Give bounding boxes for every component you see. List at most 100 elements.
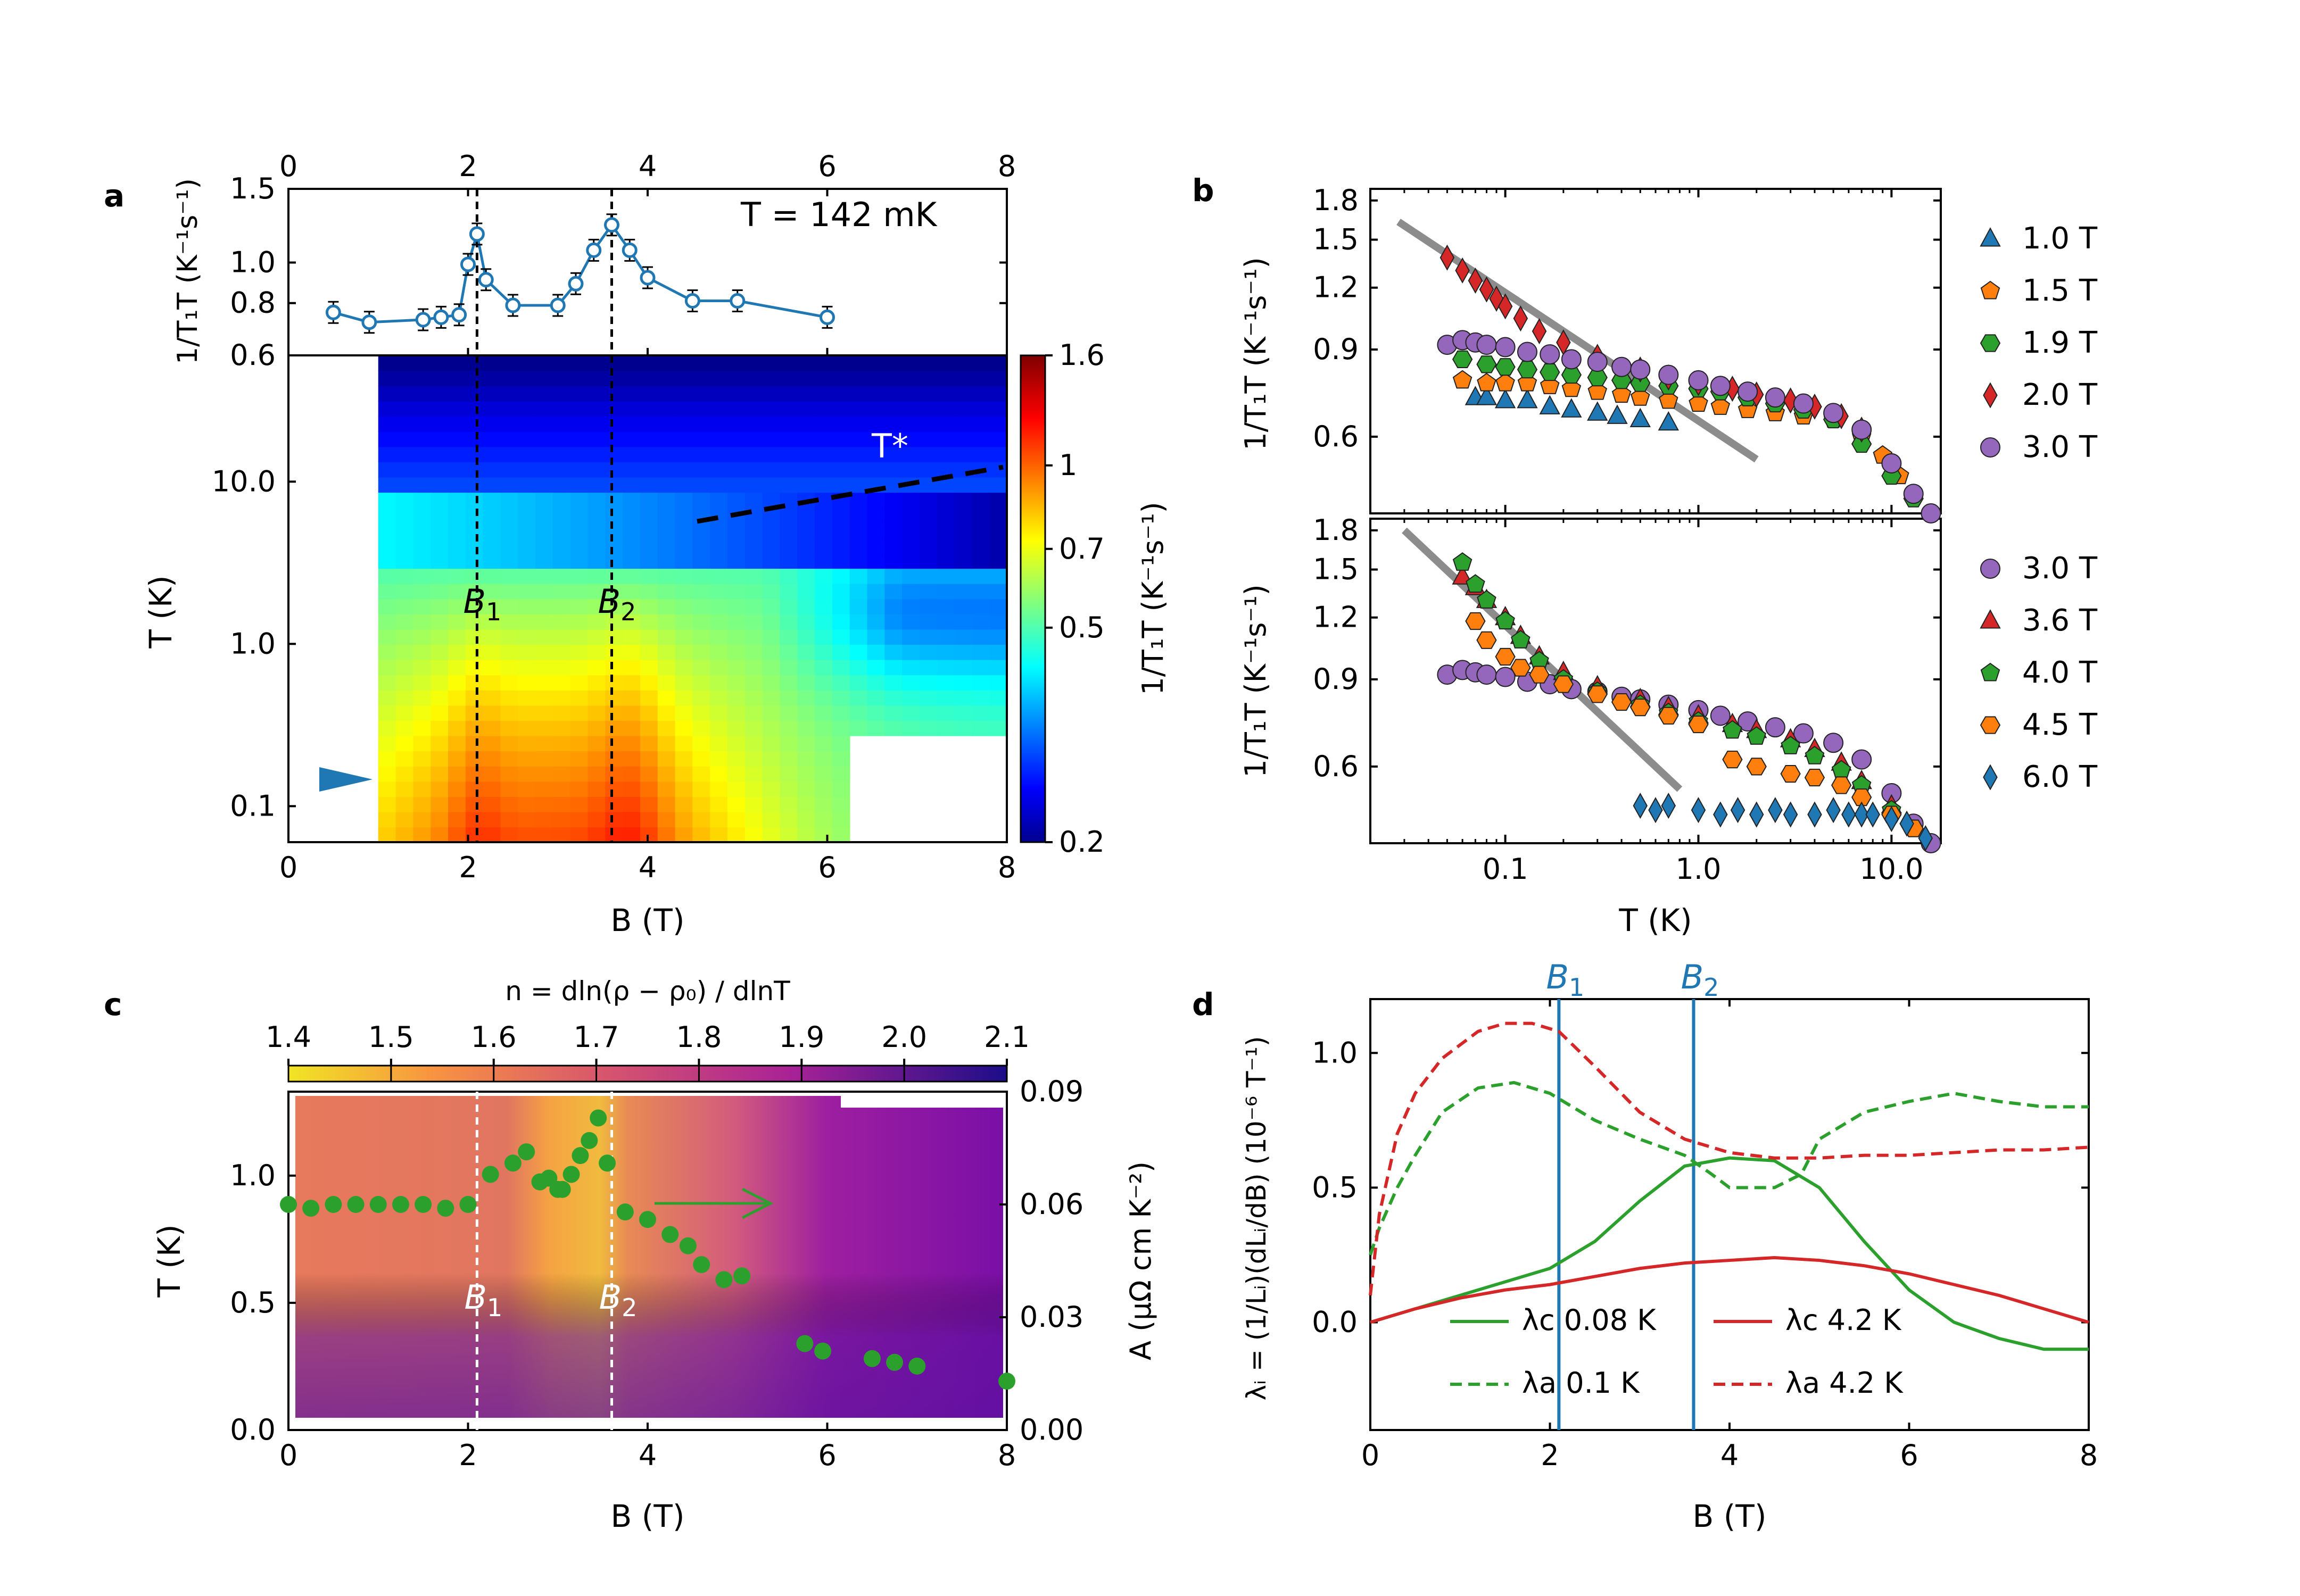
a-heatmap-cell	[535, 675, 553, 691]
a-heatmap-cell	[378, 462, 396, 478]
a-heatmap-cell	[815, 477, 833, 493]
a-heatmap-cell	[431, 751, 449, 767]
a-heatmap-cell	[657, 766, 676, 782]
a-heatmap-cell	[465, 583, 484, 600]
b-marker-circle	[1587, 352, 1608, 372]
a-heatmap-cell	[692, 659, 710, 676]
b-marker-hexagon	[1529, 666, 1550, 684]
a-heatmap-cell	[727, 675, 746, 691]
a-heatmap-cell	[972, 492, 990, 508]
b-marker-circle	[1710, 705, 1731, 726]
a-heatmap-cell	[413, 431, 431, 447]
a-heatmap-cell	[937, 355, 955, 371]
a-heatmap-cell	[500, 522, 519, 538]
a-heatmap-cell	[675, 416, 693, 432]
a-heatmap-cell	[710, 827, 728, 842]
a-heatmap-cell	[465, 553, 484, 569]
b-legend-label: 4.0 T	[2022, 655, 2098, 690]
a-heatmap-cell	[588, 690, 606, 706]
a-heatmap-cell	[465, 431, 484, 447]
a-heatmap-cell	[867, 614, 886, 630]
a-heatmap-cell	[500, 462, 519, 478]
a-heatmap-cell	[500, 827, 519, 842]
a-heatmap-cell	[902, 720, 920, 736]
a-heatmap-cell	[780, 720, 798, 736]
a-heatmap-cell	[989, 446, 1007, 462]
a-heatmap-cell	[378, 507, 396, 523]
a-heatmap-cell	[552, 796, 571, 812]
b-marker-triangle	[1494, 388, 1516, 409]
a-heatmap-cell	[500, 568, 519, 584]
a-heatmap-cell	[465, 614, 484, 630]
a-heatmap-cell	[395, 751, 414, 767]
a-heatmap-cell	[378, 735, 396, 752]
a-heatmap-cell	[378, 751, 396, 767]
a-heatmap-cell	[623, 492, 641, 508]
a-heatmap-cell	[570, 629, 589, 645]
a-heatmap-cell	[675, 751, 693, 767]
a-heatmap-cell	[815, 568, 833, 584]
a-heatmap-cell	[954, 355, 973, 371]
a-heatmap-cell	[535, 431, 553, 447]
a-heatmap-cell	[849, 386, 868, 402]
a-heatmap-cell	[919, 659, 938, 676]
a-heatmap-cell	[780, 401, 798, 417]
a-heatmap-cell	[657, 583, 676, 600]
a-heatmap-cell	[465, 416, 484, 432]
c-colorbar-tick-label: 2.0	[881, 1020, 927, 1054]
a-heatmap-cell	[727, 386, 746, 402]
a-heatmap-cell	[657, 522, 676, 538]
a-heatmap-cell	[535, 811, 553, 828]
a-heatmap-cell	[710, 538, 728, 554]
a-heatmap-cell	[378, 370, 396, 386]
a-heatmap-cell	[413, 370, 431, 386]
a-heatmap-cell	[518, 477, 536, 493]
a-heatmap-cell	[535, 614, 553, 630]
d-y-tick-label: 1.0	[1312, 1036, 1358, 1069]
a-heatmap-cell	[727, 827, 746, 842]
a-heatmap-cell	[815, 538, 833, 554]
a-heatmap-cell	[762, 416, 781, 432]
a-heatmap-cell	[413, 355, 431, 371]
a-heatmap-cell	[972, 644, 990, 660]
a-heatmap-cell	[744, 735, 763, 752]
a-heatmap-cell	[657, 431, 676, 447]
a-heatmap-cell	[902, 446, 920, 462]
a-heatmap-cell	[605, 355, 623, 371]
a-top-point	[478, 272, 494, 288]
a-heatmap-cell	[744, 538, 763, 554]
panel-c-colorbar-ticks: 1.4 1.5 1.6 1.7 1.8 1.9 2.0 2.1	[266, 1020, 1030, 1082]
b-marker-circle	[1688, 370, 1709, 390]
a-heatmap-cell	[448, 522, 466, 538]
panel-a-top-y-axis-label: 1/T₁T (K⁻¹s⁻¹)	[172, 178, 204, 364]
a-heatmap-cell	[500, 416, 519, 432]
a-heatmap-cell	[675, 735, 693, 752]
a-heatmap-cell	[657, 462, 676, 478]
a-heatmap-cell	[867, 644, 886, 660]
d-x-tick-label: 6	[1900, 1439, 1918, 1472]
b-legend-label: 1.9 T	[2022, 326, 2098, 360]
a-heatmap-cell	[972, 370, 990, 386]
a-heatmap-cell	[780, 796, 798, 812]
a-heatmap-cell	[727, 492, 746, 508]
a-heatmap-cell	[867, 416, 886, 432]
a-heatmap-cell	[919, 720, 938, 736]
a-heatmap-cell	[588, 568, 606, 584]
a-heatmap-cell	[954, 690, 973, 706]
a-heatmap-cell	[675, 401, 693, 417]
a-heatmap-cell	[465, 675, 484, 691]
a-heatmap-cell	[395, 675, 414, 691]
a-heatmap-cell	[570, 386, 589, 402]
a-heatmap-cell	[937, 446, 955, 462]
a-heatmap-cell	[640, 644, 658, 660]
a-heatmap-cell	[605, 538, 623, 554]
a-heatmap-cell	[570, 827, 589, 842]
a-top-point	[568, 276, 584, 292]
a-heatmap-cell	[954, 386, 973, 402]
a-heatmap-cell	[972, 553, 990, 569]
a-heatmap-cell	[675, 507, 693, 523]
a-heatmap-cell	[832, 401, 850, 417]
a-heatmap-cell	[657, 796, 676, 812]
a-heatmap-cell	[989, 386, 1007, 402]
c-data-point	[369, 1196, 387, 1213]
